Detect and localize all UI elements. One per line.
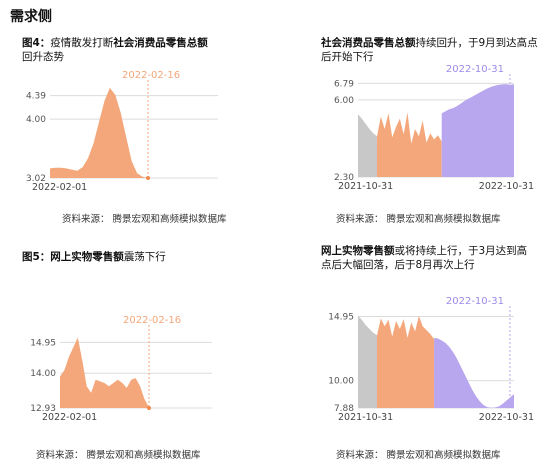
panel-title-emph: 图5：网上实物零售额 [22, 251, 124, 263]
series-area [441, 84, 514, 177]
panel-title-post: 持续回升，于9月到达高点后开始下行 [321, 37, 538, 63]
x-tick-label: 2022-02-01 [32, 182, 87, 193]
panel-title-pre: 疫情散发打断 [50, 37, 114, 49]
series-area [50, 87, 148, 178]
source-note: 资料来源： 腾景宏观和高频模拟数据库 [336, 450, 501, 461]
panel-title: 社会消费品零售总额持续回升，于9月到达高点后开始下行 [321, 36, 541, 64]
panel-title: 图4：疫情散发打断社会消费品零售总额回升态势 [22, 36, 262, 64]
x-tick-label: 2022-10-31 [479, 412, 534, 423]
y-tick-label: 12.93 [30, 404, 56, 414]
source-note: 资料来源： 腾景宏观和高频模拟数据库 [36, 450, 201, 461]
source-note: 资料来源： 腾景宏观和高频模拟数据库 [336, 214, 501, 225]
y-tick-label: 14.95 [328, 313, 354, 323]
source-note: 资料来源： 腾景宏观和高频模拟数据库 [62, 214, 227, 225]
marker-label: 2022-10-31 [446, 64, 504, 75]
y-tick-label: 3.02 [26, 174, 46, 184]
marker-label: 2022-10-31 [446, 296, 504, 307]
panel-title-emph: 社会消费品零售总额 [321, 37, 416, 49]
panel-title: 图5：网上实物零售额震荡下行 [22, 250, 262, 264]
series-area [60, 337, 149, 408]
panel-title: 网上实物零售额或将持续上行，于3月达到高点后大幅回落，后于8月再次上行 [321, 244, 531, 272]
y-tick-label: 4.00 [26, 115, 46, 125]
panel-title-emph: 社会消费品零售总额 [113, 37, 208, 49]
x-tick-label: 2021-10-31 [338, 412, 393, 423]
y-tick-label: 14.00 [30, 369, 56, 379]
panel-title-post: 回升态势 [22, 51, 64, 63]
panel-title-emph: 网上实物零售额 [321, 245, 395, 257]
y-tick-label: 2.30 [334, 173, 354, 183]
x-tick-label: 2021-10-31 [338, 181, 393, 192]
y-tick-label: 4.39 [26, 92, 46, 102]
series-area [377, 112, 442, 177]
marker-label: 2022-02-16 [123, 315, 181, 326]
marker-label: 2022-02-16 [122, 70, 180, 81]
y-tick-label: 7.88 [334, 404, 354, 414]
y-tick-label: 14.95 [30, 338, 56, 348]
series-area [377, 315, 435, 408]
section-title: 需求侧 [10, 9, 52, 25]
x-tick-label: 2022-02-01 [42, 412, 97, 423]
marker-dot [147, 406, 151, 410]
marker-dot [146, 176, 150, 180]
series-area [358, 315, 378, 408]
panel-title-figure: 图4： [22, 37, 51, 49]
panel-title-post: 震荡下行 [123, 251, 166, 263]
series-area [358, 114, 378, 177]
series-area [434, 337, 514, 408]
x-tick-label: 2022-10-31 [479, 181, 534, 192]
panel-title-post: 或将持续上行，于3月达到高点后大幅回落，后于8月再次上行 [321, 245, 528, 271]
y-tick-label: 6.00 [334, 96, 354, 106]
y-tick-label: 10.00 [328, 377, 354, 387]
y-tick-label: 6.79 [334, 79, 354, 89]
